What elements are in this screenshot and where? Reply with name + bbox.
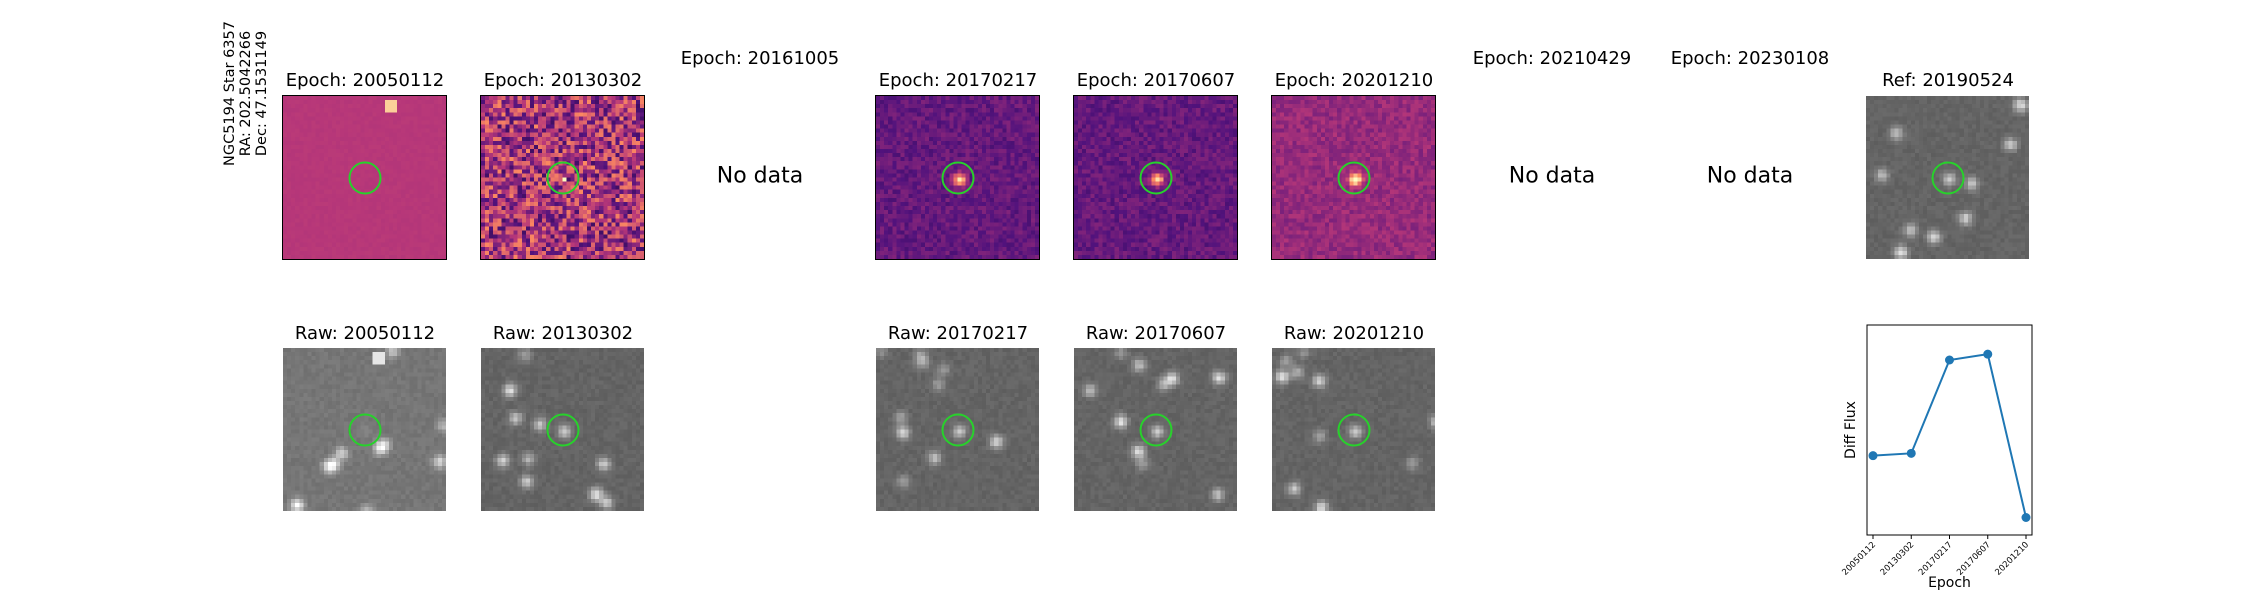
no-data-20161005: No data — [716, 163, 804, 189]
no-data-20210429: No data — [1508, 163, 1596, 189]
aperture-ring — [1139, 161, 1172, 194]
epoch-title-7: Epoch: 20210429 — [1472, 48, 1632, 69]
data-point — [1945, 355, 1954, 365]
aperture-ring — [546, 161, 579, 194]
raw-title-2: Raw: 20130302 — [492, 323, 634, 344]
data-point — [1906, 448, 1916, 458]
data-point — [2021, 513, 2031, 522]
diff-image-20170607 — [1073, 95, 1238, 260]
data-point — [1868, 451, 1878, 461]
light-curve-chart: 20050112 20130302 20170217 20170607 20201210… — [1840, 324, 2033, 591]
aperture-ring — [941, 413, 974, 446]
raw-title-3: Raw: 20170217 — [887, 323, 1029, 344]
aperture-ring — [1931, 161, 1964, 194]
raw-image-20170217 — [875, 347, 1040, 512]
epoch-title-1: Epoch: 20050112 — [285, 70, 445, 91]
raw-image-20170607 — [1073, 347, 1238, 512]
raw-title-5: Raw: 20201210 — [1283, 323, 1425, 344]
raw-image-20050112 — [282, 347, 447, 512]
diff-image-20050112 — [282, 95, 447, 260]
raw-image-20130302 — [480, 347, 645, 512]
aperture-ring — [1337, 161, 1370, 194]
object-ra: RA: 202.5042266 — [238, 30, 254, 157]
x-tick-label: 20130302 — [1879, 540, 1917, 578]
aperture-ring — [1337, 413, 1370, 446]
aperture-ring — [546, 413, 579, 446]
x-tick-label: 20170607 — [1955, 540, 1993, 578]
x-tick-label: 20170217 — [1917, 540, 1955, 578]
raw-title-4: Raw: 20170607 — [1085, 323, 1227, 344]
epoch-title-6: Epoch: 20201210 — [1274, 70, 1434, 91]
aperture-ring — [1139, 413, 1172, 446]
x-axis-label: Epoch — [1928, 575, 1971, 591]
aperture-ring — [348, 413, 381, 446]
ref-image-20190524 — [1865, 95, 2030, 260]
raw-image-20201210 — [1271, 347, 1436, 512]
series-line — [1872, 353, 2027, 518]
object-dec: Dec: 47.1531149 — [254, 30, 270, 157]
aperture-ring — [941, 161, 974, 194]
y-axis-label: Diff Flux — [1843, 401, 1859, 459]
epoch-title-4: Epoch: 20170217 — [878, 70, 1038, 91]
x-tick-label: 20201210 — [1993, 540, 2031, 578]
object-name: NGC5194 Star 6357 — [222, 21, 238, 166]
diff-image-20170217 — [875, 95, 1040, 260]
data-point — [1983, 349, 1993, 359]
raw-title-1: Raw: 20050112 — [294, 323, 436, 344]
epoch-title-8: Epoch: 20230108 — [1670, 48, 1830, 69]
epoch-title-3: Epoch: 20161005 — [680, 48, 840, 69]
epoch-title-2: Epoch: 20130302 — [483, 70, 643, 91]
aperture-ring — [348, 161, 381, 194]
ref-title: Ref: 20190524 — [1882, 70, 2014, 91]
no-data-20230108: No data — [1706, 163, 1794, 189]
diff-image-20201210 — [1271, 95, 1436, 260]
diff-image-20130302 — [480, 95, 645, 260]
x-tick-label: 20050112 — [1840, 540, 1878, 578]
epoch-title-5: Epoch: 20170607 — [1076, 70, 1236, 91]
